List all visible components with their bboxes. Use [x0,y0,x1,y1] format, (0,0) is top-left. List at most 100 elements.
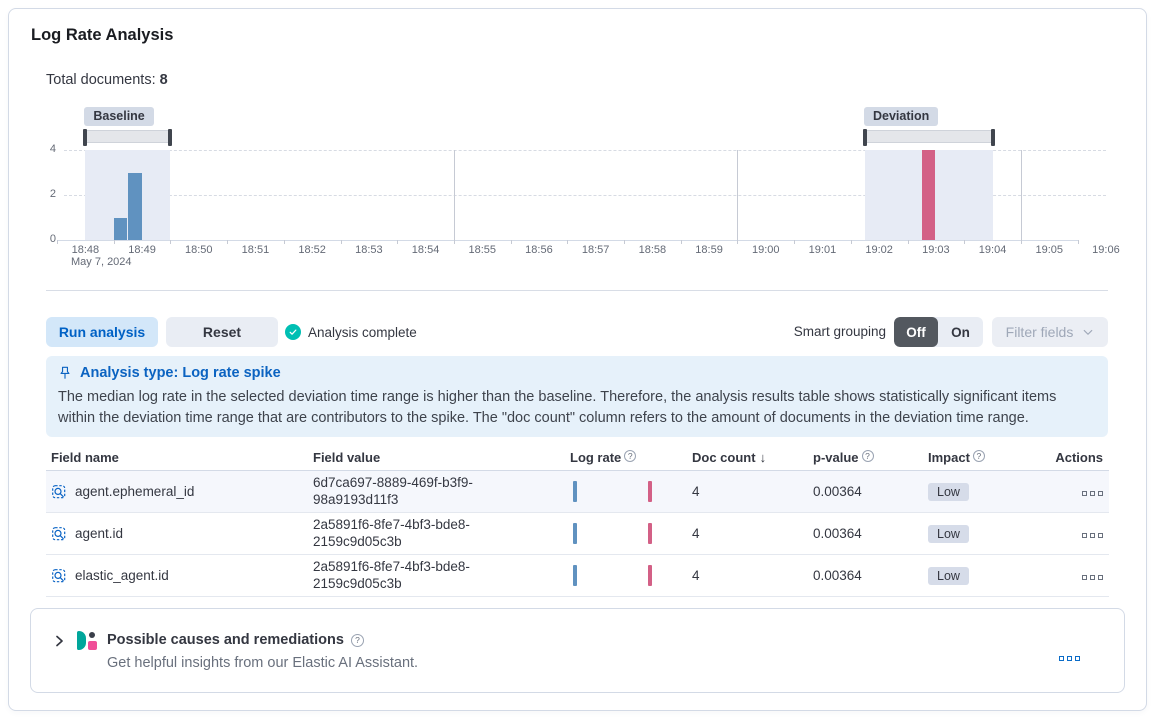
x-axis-tick [907,240,909,244]
x-axis-label: 18:48 [71,244,100,256]
p-value-value: 0.00364 [813,526,862,541]
table-row: elastic_agent.id 2a5891f6-8fe7-4bf3-bde8… [46,555,1109,597]
field-value-text: 2a5891f6-8fe7-4bf3-bde8-2159c9d05c3b [313,559,470,591]
y-axis-label: 0 [49,233,56,245]
x-axis-date-label: May 7, 2024 [71,256,132,268]
column-header-doc-count[interactable]: Doc count ↓ [692,450,767,465]
x-axis-label: 18:57 [581,244,610,256]
callout-title: Analysis type: Log rate spike [80,365,281,381]
deviation-brush-handle-left[interactable] [862,129,867,146]
x-axis-tick [510,240,512,244]
impact-cell: Low [928,482,1043,501]
elastic-ai-assistant-icon [77,631,97,651]
smart-grouping-off-button[interactable]: Off [894,317,938,347]
reset-button[interactable]: Reset [166,317,278,347]
deviation-brush[interactable] [862,129,995,146]
histogram-bar-baseline [114,217,128,240]
table-header-row: Field name Field value Log rate Doc coun… [46,445,1109,471]
impact-cell: Low [928,566,1043,585]
x-axis-label: 18:53 [355,244,383,256]
table-row: agent.ephemeral_id 6d7ca697-8889-469f-b3… [46,471,1109,513]
total-documents-value: 8 [159,72,168,88]
p-value-info-icon[interactable] [861,450,874,462]
x-axis-tick [964,240,966,244]
h-gridline [64,195,1106,196]
x-axis-tick [453,240,455,244]
x-axis-label: 18:51 [241,244,270,256]
x-axis-tick [397,240,399,244]
x-axis-label: 19:06 [1092,244,1120,256]
smart-grouping-label: Smart grouping [793,324,886,339]
baseline-brush-handle-left[interactable] [83,129,88,146]
baseline-brush[interactable] [83,129,173,146]
possible-causes-panel: Possible causes and remediations Get hel… [30,608,1125,693]
row-actions-icon[interactable] [1082,575,1103,580]
column-header-impact: Impact [928,450,1043,465]
field-name-text: elastic_agent.id [75,568,169,583]
x-axis-tick [170,240,172,244]
impact-info-icon[interactable] [972,450,985,462]
x-axis-label: 18:54 [411,244,440,256]
actions-cell [1043,484,1109,499]
sparkline-baseline-bar [573,481,577,502]
x-axis-label: 19:01 [808,244,837,256]
sparkline-deviation-bar [648,523,652,544]
histogram-bar-baseline [128,172,142,240]
x-axis-label: 18:59 [695,244,723,256]
possible-causes-title: Possible causes and remediations [107,632,364,648]
actions-cell [1043,526,1109,541]
doc-count-value: 4 [692,526,700,541]
sparkline-baseline-bar [573,565,577,586]
page-title: Log Rate Analysis [31,26,174,44]
column-header-p-value: p-value [813,450,928,465]
filter-fields-button[interactable]: Filter fields [992,317,1108,347]
h-gridline [64,150,1106,151]
filter-field-icon[interactable] [51,526,67,542]
x-axis-tick [1020,240,1022,244]
x-axis-tick [624,240,625,244]
sparkline-baseline-bar [573,523,577,544]
histogram-bar-deviation [922,150,936,240]
row-actions-icon[interactable] [1082,491,1103,496]
x-axis-label: 19:02 [865,244,893,256]
baseline-label-badge: Baseline [84,107,154,126]
filter-field-icon[interactable] [51,568,67,584]
x-axis-label: 18:50 [184,244,213,256]
callout-title-row: Analysis type: Log rate spike [58,365,1096,381]
x-axis-tick [1077,240,1079,244]
x-axis-label: 18:58 [638,244,667,256]
table-row: agent.id 2a5891f6-8fe7-4bf3-bde8-2159c9d… [46,513,1109,555]
x-axis-tick [737,240,739,244]
baseline-brush-handle-right[interactable] [168,129,173,146]
column-header-actions: Actions [1055,450,1103,465]
x-axis-label: 19:04 [978,244,1007,256]
smart-grouping-on-button[interactable]: On [951,324,970,340]
help-icon[interactable] [350,634,364,647]
log-rate-sparkline [570,555,692,596]
x-axis-label: 18:55 [468,244,497,256]
document-count-chart: Baseline Deviation 18:48 18:49 18:50 18:51 18:… [0,0,1155,300]
doc-count-value: 4 [692,484,700,499]
field-name-cell: elastic_agent.id [46,568,313,584]
log-rate-info-icon[interactable] [624,450,637,462]
baseline-window-shade [85,150,171,240]
run-analysis-button[interactable]: Run analysis [46,317,158,347]
column-header-log-rate: Log rate [570,450,692,465]
log-rate-sparkline [570,513,692,554]
filter-fields-label: Filter fields [1005,324,1074,340]
x-axis-tick [794,240,796,244]
x-axis-label: 18:56 [525,244,553,256]
v-gridline [737,150,739,240]
deviation-brush-handle-right[interactable] [990,129,995,146]
sort-descending-icon: ↓ [759,450,767,465]
chevron-right-icon[interactable] [51,633,67,649]
x-axis-tick [340,240,342,244]
filter-field-icon[interactable] [51,484,67,500]
panel-actions-icon[interactable] [1059,656,1080,661]
column-header-field-name: Field name [51,450,119,465]
field-name-cell: agent.ephemeral_id [46,484,313,500]
log-rate-sparkline [570,471,692,512]
sparkline-deviation-bar [648,565,652,586]
row-actions-icon[interactable] [1082,533,1103,538]
